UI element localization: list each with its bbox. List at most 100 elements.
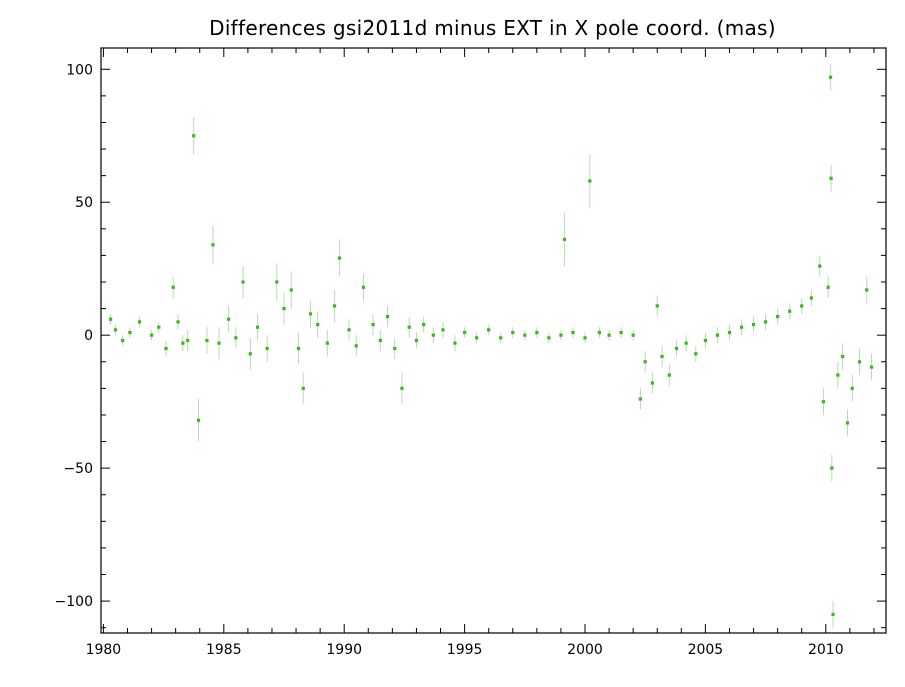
tick-labels-layer: 1980 1985 1990 1995 2000 2005 2010 100 50 0 −50 −10… [55, 62, 844, 658]
data-point [475, 336, 479, 340]
data-point [113, 328, 118, 332]
data-point [826, 285, 830, 289]
data-point [282, 306, 286, 311]
data-point [109, 317, 113, 321]
data-point [597, 330, 602, 335]
data-point [453, 341, 457, 345]
data-point [325, 341, 329, 345]
data-point [547, 336, 551, 340]
data-point [562, 237, 567, 242]
data-point [400, 386, 404, 390]
data-point [211, 243, 215, 247]
data-point [535, 330, 539, 335]
data-point [841, 354, 845, 359]
data-point [865, 288, 869, 292]
data-point [829, 75, 833, 79]
data-point [316, 322, 320, 327]
x-tick-label: 2005 [688, 642, 724, 658]
data-point [727, 330, 732, 335]
data-point [463, 330, 467, 335]
data-point [347, 328, 351, 332]
data-point [337, 256, 341, 260]
data-point [121, 338, 125, 343]
x-tick-label: 1990 [326, 642, 362, 658]
data-point [830, 466, 834, 470]
data-point [571, 330, 575, 335]
data-point [385, 314, 390, 319]
data-point [149, 333, 154, 337]
x-tick-label: 2000 [567, 642, 603, 658]
data-point [196, 418, 201, 422]
data-point [192, 134, 196, 138]
data-point [371, 322, 375, 327]
data-point [137, 320, 142, 324]
data-point [275, 280, 279, 284]
data-point [751, 322, 756, 327]
data-point [354, 344, 358, 348]
data-point [431, 333, 435, 337]
y-tick-label: 0 [84, 328, 93, 344]
y-tick-label: −50 [63, 461, 93, 477]
data-point [776, 314, 780, 319]
data-point [205, 338, 209, 343]
data-point [684, 341, 688, 345]
data-point [296, 346, 301, 351]
data-point [186, 338, 190, 343]
data-point [487, 328, 491, 332]
data-point [332, 304, 337, 308]
error-bars-layer [110, 63, 873, 628]
data-point [128, 330, 132, 335]
data-point [499, 336, 503, 340]
data-point [845, 421, 850, 425]
data-point [831, 612, 835, 616]
data-point [667, 373, 671, 377]
data-point [869, 365, 874, 369]
x-tick-label: 1995 [447, 642, 483, 658]
data-point [181, 341, 185, 345]
data-point [217, 341, 221, 345]
data-point [414, 338, 419, 343]
x-tick-label: 1985 [206, 642, 242, 658]
data-point [559, 333, 563, 337]
data-point [715, 333, 720, 337]
data-point [850, 386, 854, 390]
data-point [378, 338, 382, 343]
data-point [818, 264, 822, 268]
data-point [234, 336, 238, 340]
y-tick-label: 50 [75, 195, 93, 211]
data-point [511, 330, 515, 335]
data-point [703, 338, 708, 343]
data-point [619, 330, 623, 335]
data-point [836, 373, 840, 377]
data-point [588, 179, 592, 183]
data-point [788, 309, 792, 313]
data-point [829, 176, 833, 180]
data-point [523, 333, 527, 337]
x-tick-label: 2010 [808, 642, 844, 658]
data-point [265, 346, 269, 351]
data-point [241, 280, 245, 284]
data-point [393, 346, 397, 351]
data-point [361, 285, 366, 289]
data-point [308, 312, 313, 316]
data-point [583, 336, 587, 340]
data-point [164, 346, 168, 351]
data-point [638, 397, 642, 401]
data-point [655, 304, 659, 308]
data-point [643, 360, 647, 364]
x-tick-label: 1980 [86, 642, 122, 658]
y-tick-label: 100 [66, 62, 93, 78]
data-point [809, 296, 813, 300]
data-point [857, 360, 862, 364]
axes-layer [100, 47, 887, 634]
data-point [289, 288, 293, 292]
data-point [176, 320, 180, 324]
data-point [800, 304, 804, 308]
data-point [631, 333, 635, 337]
data-point [248, 352, 252, 356]
data-point [171, 285, 175, 289]
data-point [227, 317, 231, 321]
data-point [441, 328, 445, 332]
data-point [255, 325, 260, 329]
